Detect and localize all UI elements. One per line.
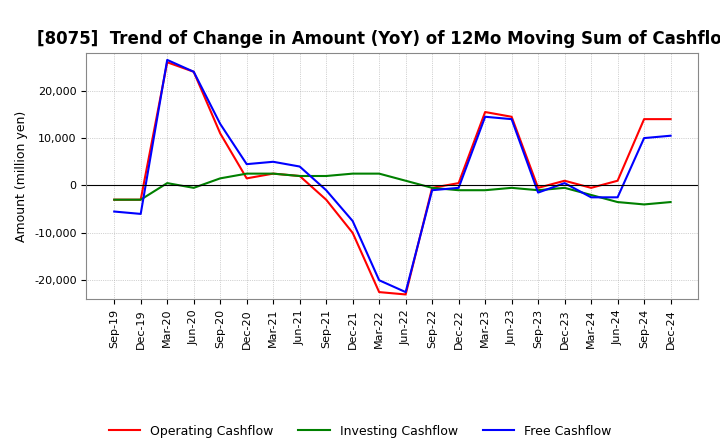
Investing Cashflow (640, 202, 649, 207)
Operating Cashflow (216, 131, 225, 136)
Investing Cashflow (348, 171, 357, 176)
Investing Cashflow (295, 173, 304, 179)
Investing Cashflow (322, 173, 330, 179)
Free Cashflow (136, 211, 145, 216)
Operating Cashflow (587, 185, 595, 191)
Investing Cashflow (163, 180, 171, 186)
Free Cashflow (481, 114, 490, 119)
Investing Cashflow (136, 197, 145, 202)
Investing Cashflow (428, 185, 436, 191)
Operating Cashflow (269, 171, 277, 176)
Free Cashflow (269, 159, 277, 165)
Line: Operating Cashflow: Operating Cashflow (114, 62, 670, 294)
Operating Cashflow (163, 60, 171, 65)
Free Cashflow (295, 164, 304, 169)
Operating Cashflow (454, 180, 463, 186)
Operating Cashflow (560, 178, 569, 183)
Free Cashflow (666, 133, 675, 138)
Free Cashflow (348, 218, 357, 224)
Free Cashflow (454, 185, 463, 191)
Investing Cashflow (508, 185, 516, 191)
Free Cashflow (189, 69, 198, 74)
Operating Cashflow (613, 178, 622, 183)
Operating Cashflow (189, 69, 198, 74)
Operating Cashflow (295, 173, 304, 179)
Operating Cashflow (136, 197, 145, 202)
Operating Cashflow (428, 185, 436, 191)
Investing Cashflow (243, 171, 251, 176)
Free Cashflow (560, 180, 569, 186)
Title: [8075]  Trend of Change in Amount (YoY) of 12Mo Moving Sum of Cashflows: [8075] Trend of Change in Amount (YoY) o… (37, 30, 720, 48)
Free Cashflow (375, 278, 384, 283)
Operating Cashflow (481, 110, 490, 115)
Investing Cashflow (587, 192, 595, 198)
Free Cashflow (587, 194, 595, 200)
Operating Cashflow (110, 197, 119, 202)
Investing Cashflow (375, 171, 384, 176)
Free Cashflow (428, 187, 436, 193)
Line: Free Cashflow: Free Cashflow (114, 60, 670, 292)
Operating Cashflow (640, 117, 649, 122)
Investing Cashflow (189, 185, 198, 191)
Free Cashflow (243, 161, 251, 167)
Investing Cashflow (216, 176, 225, 181)
Legend: Operating Cashflow, Investing Cashflow, Free Cashflow: Operating Cashflow, Investing Cashflow, … (104, 420, 616, 440)
Operating Cashflow (534, 185, 542, 191)
Operating Cashflow (666, 117, 675, 122)
Investing Cashflow (454, 187, 463, 193)
Free Cashflow (508, 117, 516, 122)
Y-axis label: Amount (million yen): Amount (million yen) (16, 110, 29, 242)
Free Cashflow (322, 187, 330, 193)
Free Cashflow (163, 57, 171, 62)
Operating Cashflow (322, 197, 330, 202)
Line: Investing Cashflow: Investing Cashflow (114, 174, 670, 205)
Operating Cashflow (401, 292, 410, 297)
Operating Cashflow (375, 290, 384, 295)
Free Cashflow (110, 209, 119, 214)
Investing Cashflow (666, 199, 675, 205)
Investing Cashflow (560, 185, 569, 191)
Investing Cashflow (401, 178, 410, 183)
Investing Cashflow (269, 171, 277, 176)
Free Cashflow (534, 190, 542, 195)
Operating Cashflow (508, 114, 516, 119)
Operating Cashflow (243, 176, 251, 181)
Free Cashflow (401, 290, 410, 295)
Investing Cashflow (110, 197, 119, 202)
Free Cashflow (613, 194, 622, 200)
Free Cashflow (640, 136, 649, 141)
Investing Cashflow (613, 199, 622, 205)
Free Cashflow (216, 121, 225, 127)
Investing Cashflow (534, 187, 542, 193)
Operating Cashflow (348, 230, 357, 235)
Investing Cashflow (481, 187, 490, 193)
